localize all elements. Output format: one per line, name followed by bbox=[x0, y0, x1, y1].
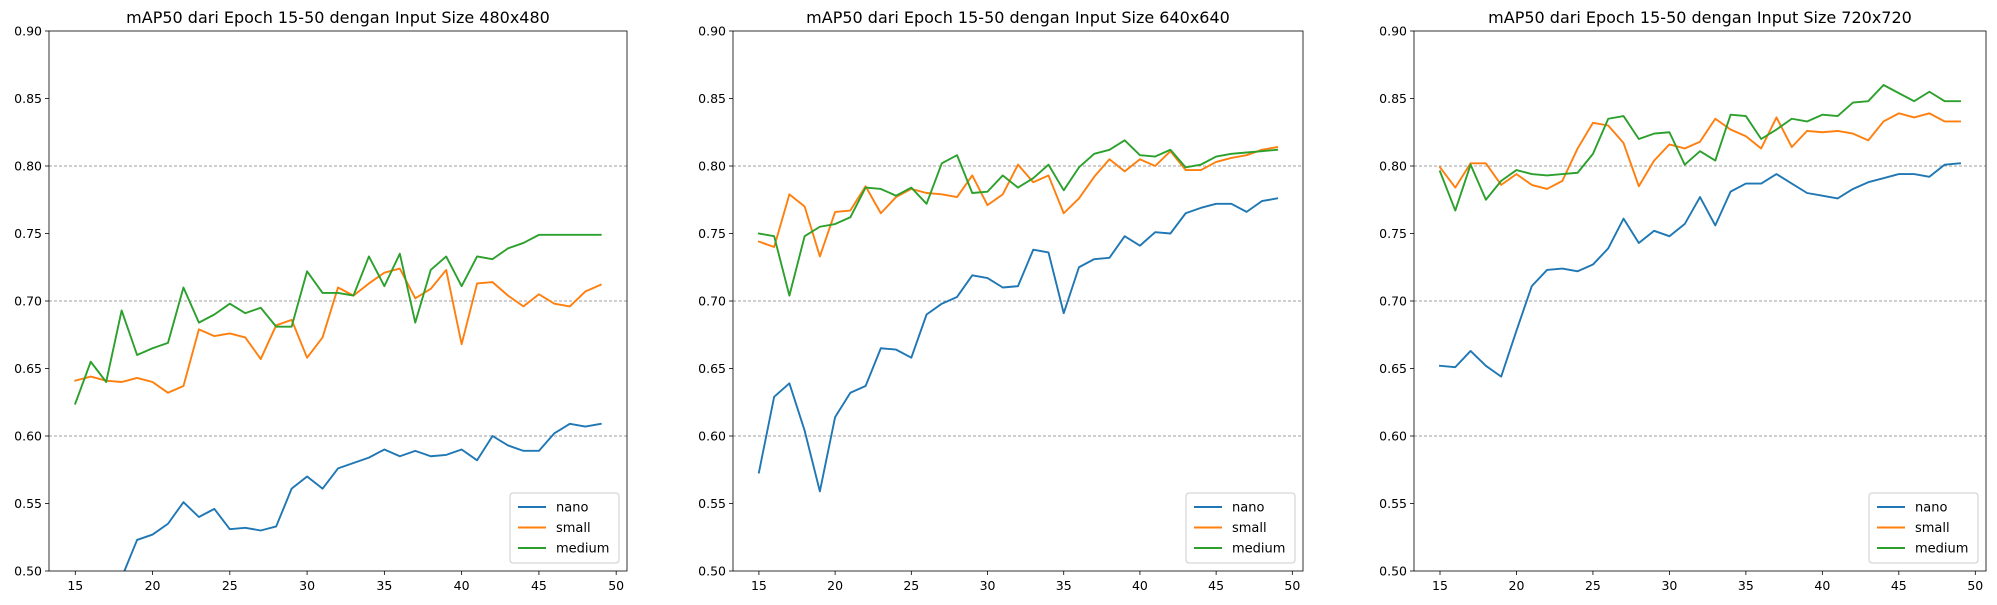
y-tick-label: 0.50 bbox=[698, 564, 726, 579]
legend-label-nano: nano bbox=[556, 501, 588, 516]
x-tick-label: 35 bbox=[376, 578, 392, 593]
series-line-nano bbox=[1438, 162, 1962, 378]
plot-area bbox=[74, 233, 602, 571]
y-tick-label: 0.55 bbox=[698, 496, 726, 511]
y-tick-label: 0.75 bbox=[1379, 226, 1407, 241]
x-tick-label: 50 bbox=[1967, 578, 1983, 593]
chart-panel-2: mAP50 dari Epoch 15-50 dengan Input Size… bbox=[698, 8, 1304, 593]
x-tick-label: 50 bbox=[1284, 578, 1300, 593]
axes-frame bbox=[48, 30, 628, 572]
y-tick-label: 0.75 bbox=[698, 226, 726, 241]
x-tick-label: 25 bbox=[1585, 578, 1601, 593]
y-tick-label: 0.85 bbox=[14, 91, 42, 106]
x-tick-label: 45 bbox=[1208, 578, 1224, 593]
y-tick-label: 0.70 bbox=[1379, 294, 1407, 309]
y-tick-label: 0.85 bbox=[698, 91, 726, 106]
y-tick-label: 0.65 bbox=[1379, 361, 1407, 376]
x-tick-label: 30 bbox=[299, 578, 315, 593]
series-line-medium bbox=[1438, 84, 1961, 212]
y-tick-label: 0.50 bbox=[14, 564, 42, 579]
legend-label-medium: medium bbox=[556, 542, 609, 557]
y-tick-label: 0.80 bbox=[1379, 159, 1407, 174]
legend-box bbox=[1185, 492, 1296, 564]
legend-label-small: small bbox=[556, 521, 591, 536]
x-tick-label: 40 bbox=[1814, 578, 1830, 593]
series-line-nano bbox=[757, 197, 1279, 493]
x-tick-label: 45 bbox=[1891, 578, 1907, 593]
legend-label-small: small bbox=[1232, 521, 1267, 536]
axes-frame bbox=[1413, 30, 1987, 572]
y-tick-label: 0.60 bbox=[698, 429, 726, 444]
legend-label-medium: medium bbox=[1915, 542, 1968, 557]
y-tick-label: 0.55 bbox=[1379, 496, 1407, 511]
x-tick-label: 20 bbox=[827, 578, 843, 593]
y-tick-label: 0.70 bbox=[14, 294, 42, 309]
series-line-medium bbox=[74, 233, 602, 405]
y-tick-label: 0.70 bbox=[698, 294, 726, 309]
plot-area bbox=[1438, 84, 1962, 378]
series-line-medium bbox=[757, 139, 1279, 297]
chart-title: mAP50 dari Epoch 15-50 dengan Input Size… bbox=[1488, 8, 1912, 27]
series-line-nano bbox=[123, 422, 602, 571]
chart-panel-3: mAP50 dari Epoch 15-50 dengan Input Size… bbox=[1379, 8, 1987, 593]
y-tick-label: 0.90 bbox=[14, 24, 42, 39]
y-tick-label: 0.60 bbox=[1379, 429, 1407, 444]
legend-label-nano: nano bbox=[1915, 501, 1947, 516]
legend: nano small medium bbox=[509, 492, 620, 564]
x-tick-label: 30 bbox=[980, 578, 996, 593]
x-tick-label: 15 bbox=[751, 578, 767, 593]
x-tick-label: 25 bbox=[903, 578, 919, 593]
x-tick-label: 25 bbox=[222, 578, 238, 593]
y-tick-label: 0.65 bbox=[698, 361, 726, 376]
axes-frame bbox=[732, 30, 1304, 572]
x-tick-label: 50 bbox=[608, 578, 624, 593]
series-line-small bbox=[74, 267, 602, 394]
series-line-small bbox=[757, 145, 1279, 258]
y-tick-label: 0.60 bbox=[14, 429, 42, 444]
chart-title: mAP50 dari Epoch 15-50 dengan Input Size… bbox=[806, 8, 1230, 27]
y-tick-label: 0.90 bbox=[1379, 24, 1407, 39]
plot-area bbox=[757, 139, 1279, 493]
x-tick-label: 45 bbox=[531, 578, 547, 593]
x-tick-label: 35 bbox=[1738, 578, 1754, 593]
legend-label-medium: medium bbox=[1232, 542, 1285, 557]
y-tick-label: 0.90 bbox=[698, 24, 726, 39]
x-tick-label: 40 bbox=[1132, 578, 1148, 593]
legend: nano small medium bbox=[1868, 492, 1979, 564]
legend-box bbox=[509, 492, 620, 564]
y-tick-label: 0.50 bbox=[1379, 564, 1407, 579]
x-tick-label: 30 bbox=[1661, 578, 1677, 593]
x-tick-label: 40 bbox=[454, 578, 470, 593]
y-tick-label: 0.85 bbox=[1379, 91, 1407, 106]
legend: nano small medium bbox=[1185, 492, 1296, 564]
x-tick-label: 20 bbox=[145, 578, 161, 593]
x-tick-label: 35 bbox=[1056, 578, 1072, 593]
x-tick-label: 15 bbox=[67, 578, 83, 593]
x-tick-label: 20 bbox=[1509, 578, 1525, 593]
series-line-small bbox=[1438, 112, 1961, 190]
y-tick-label: 0.80 bbox=[698, 159, 726, 174]
y-tick-label: 0.80 bbox=[14, 159, 42, 174]
chart-title: mAP50 dari Epoch 15-50 dengan Input Size… bbox=[126, 8, 550, 27]
legend-label-small: small bbox=[1915, 521, 1950, 536]
y-tick-label: 0.75 bbox=[14, 226, 42, 241]
x-tick-label: 15 bbox=[1432, 578, 1448, 593]
chart-panel-1: mAP50 dari Epoch 15-50 dengan Input Size… bbox=[14, 8, 628, 593]
legend-label-nano: nano bbox=[1232, 501, 1264, 516]
y-tick-label: 0.65 bbox=[14, 361, 42, 376]
legend-box bbox=[1868, 492, 1979, 564]
y-tick-label: 0.55 bbox=[14, 496, 42, 511]
